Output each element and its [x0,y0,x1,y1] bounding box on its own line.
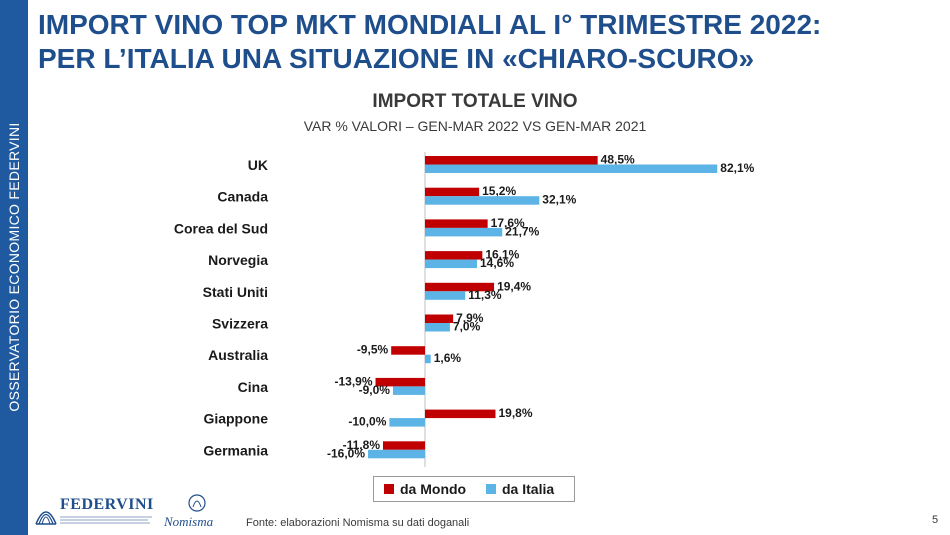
category-label-australia: Australia [208,347,268,363]
category-label-cina: Cina [238,379,269,395]
bar-da-italia-stati-uniti [425,291,466,300]
category-label-canada: Canada [217,189,268,205]
data-label-da-italia-cina: -9,0% [359,383,391,397]
page-title-line-2: PER L’ITALIA UNA SITUAZIONE IN «CHIARO-S… [38,43,755,74]
chart-legend: da Mondo da Italia [373,476,575,502]
legend-label-italia: da Italia [502,481,555,497]
data-label-da-italia-corea-del-sud: 21,7% [505,224,539,238]
category-label-svizzera: Svizzera [212,316,268,332]
data-label-da-mondo-corea-del-sud: 17,6% [491,216,525,230]
data-label-da-italia-uk: 82,1% [720,161,754,175]
data-label-da-italia-australia: 1,6% [434,351,462,365]
data-label-da-italia-svizzera: 7,0% [453,320,481,334]
bar-da-mondo-stati-uniti [425,282,495,292]
legend-swatch-mondo [384,484,394,494]
category-label-norvegia: Norvegia [208,252,268,268]
chart-subtitle: VAR % VALORI – GEN-MAR 2022 VS GEN-MAR 2… [303,118,647,134]
data-label-da-mondo-germania: -11,8% [343,438,381,452]
data-label-da-mondo-uk: 48,5% [601,153,635,167]
bar-da-italia-svizzera [425,323,450,332]
bar-da-mondo-corea-del-sud [425,219,488,228]
data-label-da-mondo-australia: -9,5% [357,343,389,357]
page-title: IMPORT VINO TOP MKT MONDIALI AL I° TRIME… [38,8,938,76]
category-label-stati-uniti: Stati Uniti [203,284,268,300]
bar-da-mondo-cina [375,377,425,387]
data-label-da-mondo-norvegia: 16,1% [485,248,519,262]
data-label-da-italia-giappone: -10,0% [348,415,386,429]
sidebar-band: OSSERVATORIO ECONOMICO FEDERVINI [0,0,28,535]
data-label-da-mondo-canada: 15,2% [482,184,516,198]
chart-title: IMPORT TOTALE VINO [372,91,578,112]
bar-da-mondo-norvegia [425,251,483,260]
data-label-da-italia-stati-uniti: 11,3% [468,288,502,302]
bar-da-mondo-germania [382,441,425,450]
bar-da-mondo-canada [425,187,480,197]
category-label-giappone: Giappone [203,411,268,427]
bar-da-italia-cina [392,386,425,395]
nomisma-logo: Nomisma [160,492,230,532]
federvini-logo: FEDERVINI [34,494,154,530]
legend-item-mondo: da Mondo [384,481,466,497]
data-label-da-mondo-cina: -13,9% [334,374,372,388]
bar-da-italia-corea-del-sud [425,227,503,237]
bar-da-italia-canada [425,196,540,205]
data-label-da-italia-canada: 32,1% [542,193,576,207]
bar-da-mondo-giappone [425,409,496,419]
bar-da-italia-uk [425,164,718,173]
data-label-da-mondo-giappone: 19,8% [498,406,532,420]
data-label-da-mondo-svizzera: 7,9% [456,311,484,325]
bar-da-italia-norvegia [425,259,477,269]
category-label-corea-del-sud: Corea del Sud [174,220,268,236]
nomisma-emblem-icon [188,494,206,512]
legend-label-mondo: da Mondo [400,481,467,497]
category-label-germania: Germania [203,442,268,458]
page-title-line-1: IMPORT VINO TOP MKT MONDIALI AL I° TRIME… [38,9,822,40]
bar-da-mondo-australia [391,346,425,355]
legend-item-italia: da Italia [486,481,554,497]
federvini-emblem-icon [35,511,57,525]
data-label-da-italia-norvegia: 14,6% [480,256,514,270]
federvini-logo-fineprint [60,515,152,527]
bar-da-mondo-svizzera [425,314,454,323]
bar-da-italia-australia [425,354,431,364]
legend-swatch-italia [486,484,496,494]
source-note: Fonte: elaborazioni Nomisma su dati doga… [246,517,470,529]
data-label-da-mondo-stati-uniti: 19,4% [497,279,531,293]
bar-da-italia-germania [368,449,425,459]
data-label-da-italia-germania: -16,0% [327,446,365,460]
page-number: 5 [932,514,939,526]
category-label-uk: UK [248,157,268,173]
federvini-logo-text: FEDERVINI [60,496,154,513]
nomisma-logo-text: Nomisma [164,514,214,529]
bar-da-italia-giappone [389,418,425,427]
bar-da-mondo-uk [425,156,598,165]
